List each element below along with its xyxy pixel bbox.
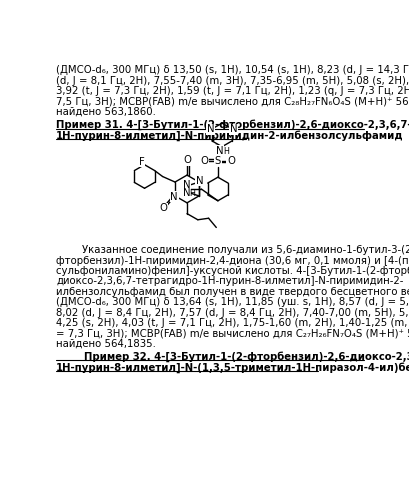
Text: H: H — [223, 147, 229, 156]
Text: Пример 31. 4-[3-Бутил-1-(2-фторбензил)-2,6-диоксо-2,3,6,7-тетрагидро-: Пример 31. 4-[3-Бутил-1-(2-фторбензил)-2… — [56, 120, 409, 130]
Text: N: N — [215, 146, 223, 156]
Text: найдено 563,1860.: найдено 563,1860. — [56, 107, 155, 117]
Text: 1Н-пурин-8-илметил]-N-пиримидин-2-илбензолсульфамид: 1Н-пурин-8-илметил]-N-пиримидин-2-илбенз… — [56, 130, 403, 141]
Text: N: N — [206, 124, 213, 134]
Text: найдено 564,1835.: найдено 564,1835. — [56, 338, 155, 348]
Text: H: H — [189, 190, 195, 198]
Text: Пример 32. 4-[3-Бутил-1-(2-фторбензил)-2,6-диоксо-2,3,6,7-тетрагидро-: Пример 32. 4-[3-Бутил-1-(2-фторбензил)-2… — [56, 352, 409, 362]
Text: 3,92 (t, J = 7,3 Гц, 2H), 1,59 (t, J = 7,1 Гц, 2H), 1,23 (q, J = 7,3 Гц, 2H), 0,: 3,92 (t, J = 7,3 Гц, 2H), 1,59 (t, J = 7… — [56, 86, 409, 96]
Text: N: N — [170, 192, 178, 202]
Text: (d, J = 8,1 Гц, 2H), 7,55-7,40 (m, 3H), 7,35-6,95 (m, 5H), 5,08 (s, 2H), 4,13 (s: (d, J = 8,1 Гц, 2H), 7,55-7,40 (m, 3H), … — [56, 76, 409, 86]
Text: N: N — [182, 180, 190, 190]
Text: сульфониламино)фенил]-уксусной кислоты. 4-[3-Бутил-1-(2-фторбензил)-2,6-: сульфониламино)фенил]-уксусной кислоты. … — [56, 266, 409, 276]
Text: N: N — [229, 124, 237, 134]
Text: F: F — [138, 156, 144, 166]
Text: (ДМСО-d₆, 300 МГц) δ 13,50 (s, 1H), 10,54 (s, 1H), 8,23 (d, J = 14,3 Гц, 2H), 7,: (ДМСО-d₆, 300 МГц) δ 13,50 (s, 1H), 10,5… — [56, 66, 409, 76]
Text: O: O — [200, 156, 208, 166]
Text: 4,25 (s, 2H), 4,03 (t, J = 7,1 Гц, 2H), 1,75-1,60 (m, 2H), 1,40-1,25 (m, 2H), 0,: 4,25 (s, 2H), 4,03 (t, J = 7,1 Гц, 2H), … — [56, 318, 409, 328]
Text: O: O — [182, 156, 191, 166]
Text: илбензолсульфамид был получен в виде твердого бесцветного вещества; ¹Н-ЯМР: илбензолсульфамид был получен в виде тве… — [56, 287, 409, 297]
Text: N: N — [182, 188, 190, 198]
Text: N: N — [196, 176, 203, 186]
Text: = 7,3 Гц, 3H); МСВР(FAB) m/e вычислено для C₂₇H₂₆FN₇O₄S (M+H)⁺ 564,1829,: = 7,3 Гц, 3H); МСВР(FAB) m/e вычислено д… — [56, 328, 409, 338]
Text: (ДМСО-d₆, 300 МГц) δ 13,64 (s, 1H), 11,85 (уш. s, 1H), 8,57 (d, J = 5,1 Гц, 2H),: (ДМСО-d₆, 300 МГц) δ 13,64 (s, 1H), 11,8… — [56, 297, 409, 307]
Text: 8,02 (d, J = 8,4 Гц, 2H), 7,57 (d, J = 8,4 Гц, 2H), 7,40-7,00 (m, 5H), 5,18 (s, : 8,02 (d, J = 8,4 Гц, 2H), 7,57 (d, J = 8… — [56, 308, 409, 318]
Text: диоксо-2,3,6,7-тетрагидро-1Н-пурин-8-илметил]-N-пиримидин-2-: диоксо-2,3,6,7-тетрагидро-1Н-пурин-8-илм… — [56, 276, 402, 286]
Text: 7,5 Гц, 3H); МСВР(FAB) m/e вычислено для C₂₈H₂₇FN₆O₄S (M+H)⁺ 563,1877,: 7,5 Гц, 3H); МСВР(FAB) m/e вычислено для… — [56, 96, 409, 106]
Text: O: O — [159, 203, 167, 213]
Text: S: S — [214, 156, 220, 166]
Text: 1Н-пурин-8-илметил]-N-(1,3,5-триметил-1Н-пиразол-4-ил)бензолсульфамид: 1Н-пурин-8-илметил]-N-(1,3,5-триметил-1Н… — [56, 362, 409, 372]
Text: фторбензил)-1Н-пиримидин-2,4-диона (30,6 мг, 0,1 ммоля) и [4-(пиримидин-2-: фторбензил)-1Н-пиримидин-2,4-диона (30,6… — [56, 256, 409, 266]
Text: O: O — [227, 156, 234, 166]
Text: Указанное соединение получали из 5,6-диамино-1-бутил-3-(2-: Указанное соединение получали из 5,6-диа… — [56, 245, 409, 255]
